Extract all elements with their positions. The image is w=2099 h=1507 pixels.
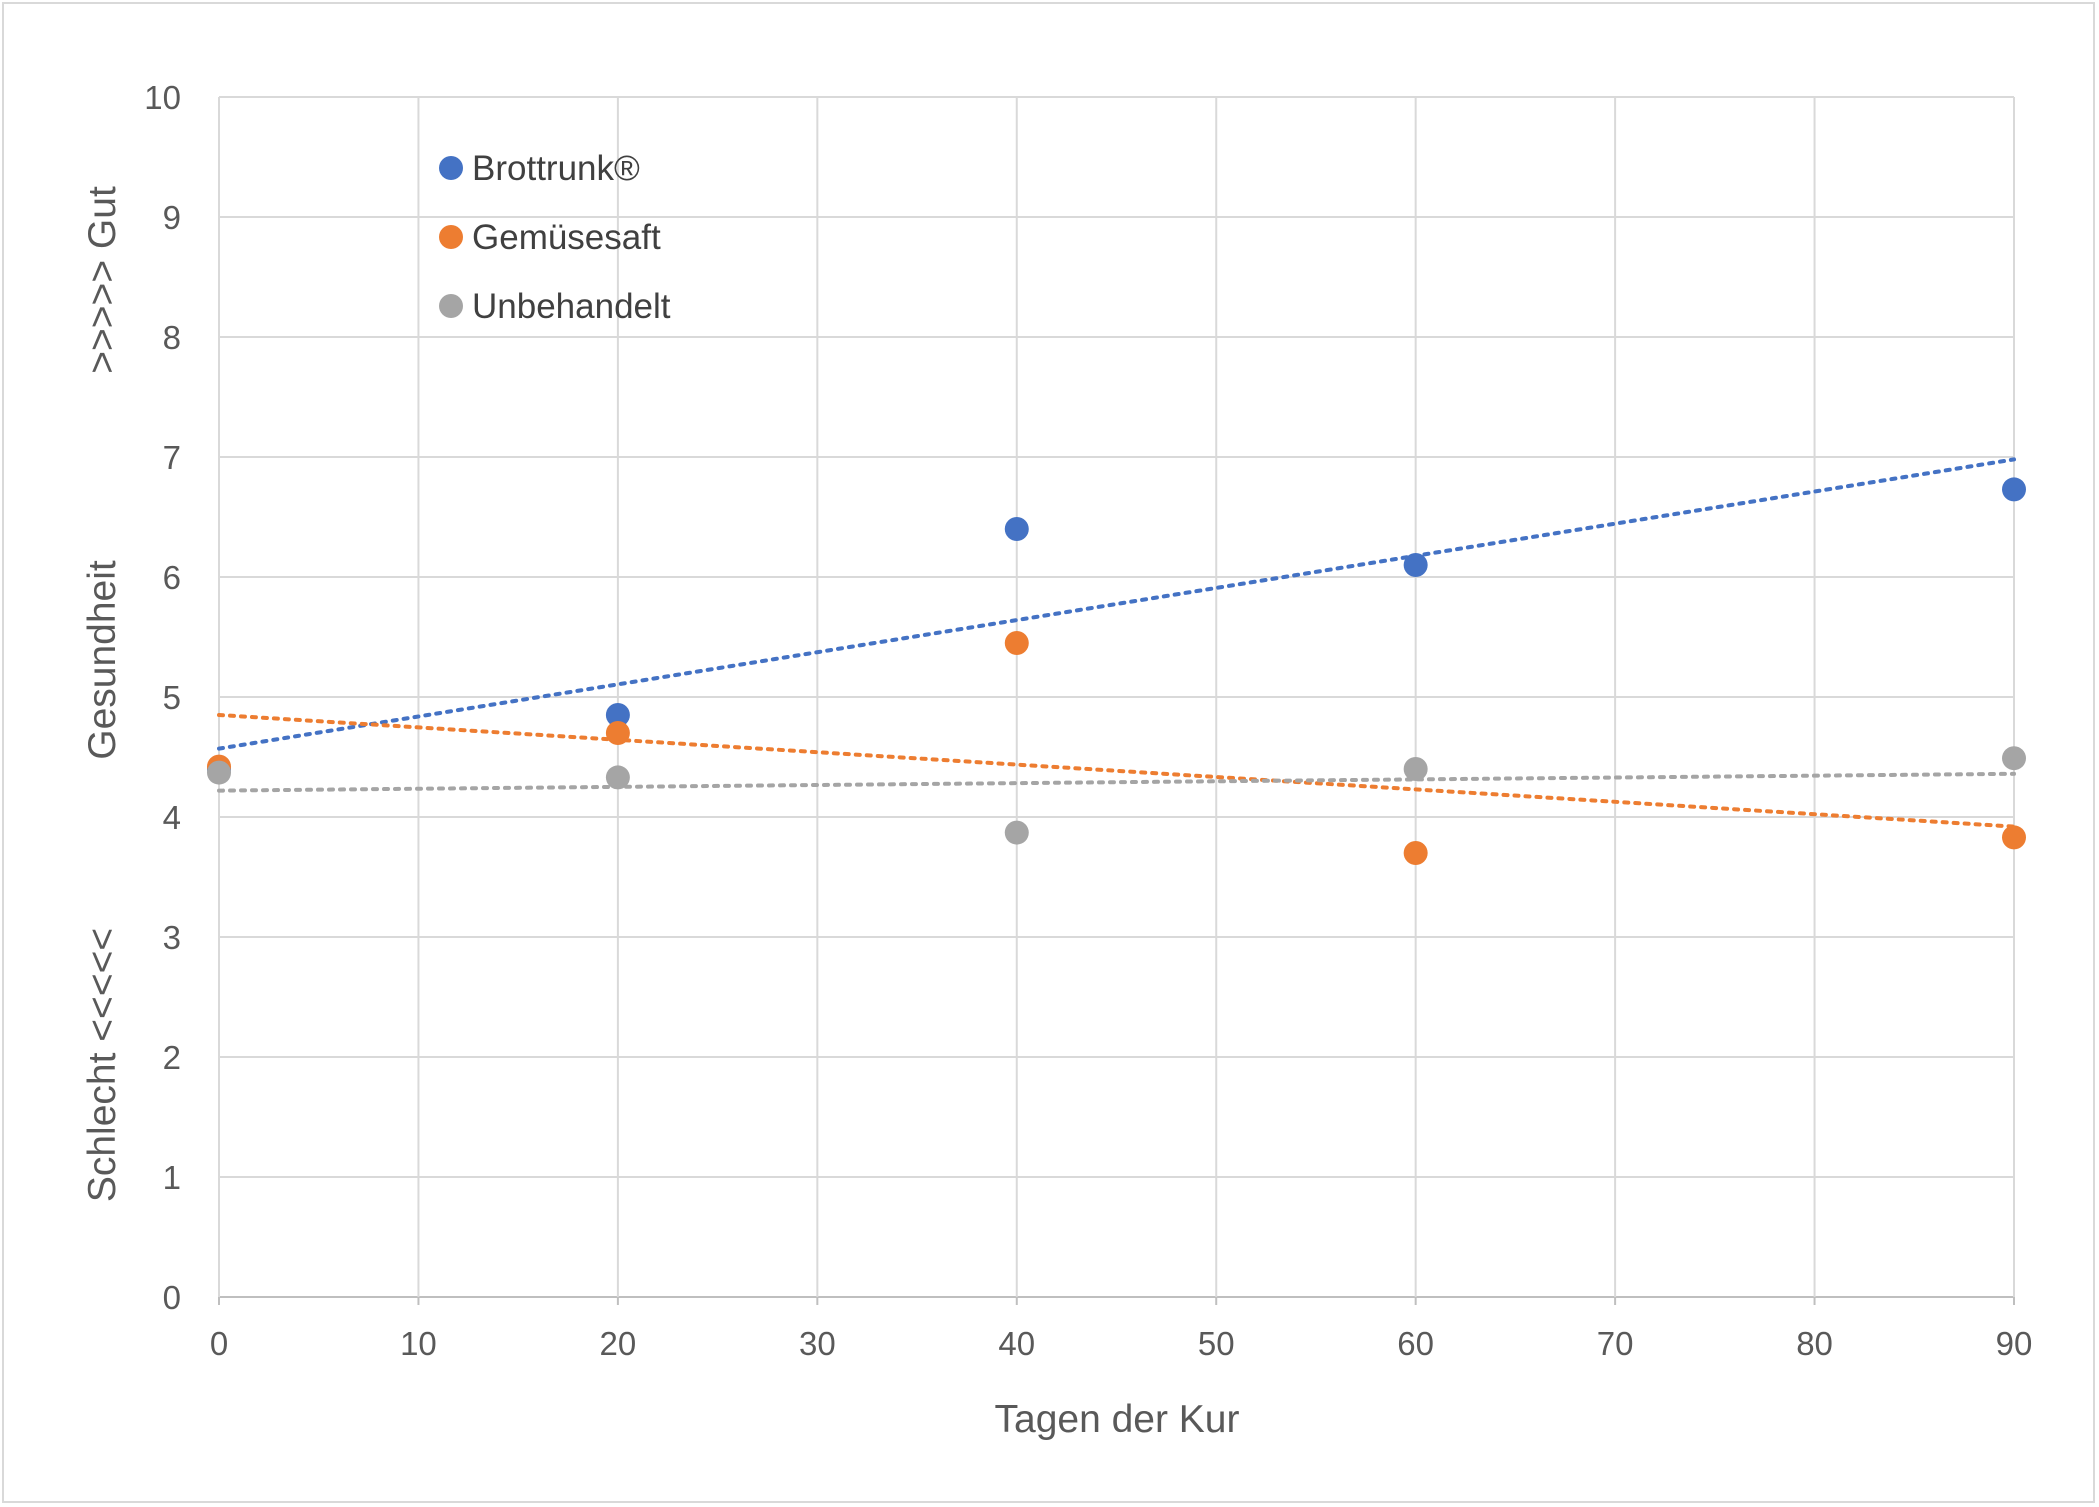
trendline xyxy=(217,713,2016,829)
y-axis-title-top: >>>>> Gut xyxy=(81,186,124,374)
data-point xyxy=(2002,825,2026,850)
legend-label: Unbehandelt xyxy=(472,287,671,326)
y-tick-label: 8 xyxy=(163,319,181,356)
data-point xyxy=(1004,820,1029,845)
x-tick-label: 20 xyxy=(600,1325,637,1362)
x-tick-label: 80 xyxy=(1796,1325,1833,1362)
y-axis-title: >>>>> Gut Gesundheit Schlecht <<<<< xyxy=(81,186,124,1202)
trendline xyxy=(217,771,2016,793)
y-tick-label: 2 xyxy=(163,1039,181,1076)
legend-marker xyxy=(439,225,463,249)
x-axis-title: Tagen der Kur xyxy=(995,1398,1240,1441)
x-tick-label: 30 xyxy=(799,1325,836,1362)
y-tick-label: 7 xyxy=(163,439,181,476)
legend-marker xyxy=(439,294,463,318)
x-tick-label: 10 xyxy=(400,1325,437,1362)
trendlines xyxy=(217,457,2016,829)
y-axis-title-middle: Gesundheit xyxy=(81,560,124,760)
x-tick-label: 60 xyxy=(1397,1325,1434,1362)
data-point xyxy=(1004,517,1029,541)
data-point xyxy=(1004,631,1029,655)
y-tick-label: 1 xyxy=(163,1159,181,1196)
data-point xyxy=(207,760,231,785)
x-tick-label: 50 xyxy=(1198,1325,1235,1362)
x-tick-label: 0 xyxy=(210,1325,228,1362)
data-point xyxy=(1403,757,1428,781)
x-tick-labels: 0 10 20 30 40 50 60 70 80 90 xyxy=(210,1325,2033,1362)
data-points xyxy=(207,477,2026,865)
data-point xyxy=(2002,477,2026,502)
y-tick-labels: 0 1 2 3 4 5 6 7 8 9 10 xyxy=(144,79,181,1316)
data-point xyxy=(1403,841,1428,865)
legend-label: Gemüsesaft xyxy=(472,218,661,257)
y-tick-label: 9 xyxy=(163,199,181,236)
y-tick-label: 6 xyxy=(163,559,181,596)
legend: Brottrunk® Gemüsesaft Unbehandelt xyxy=(439,149,671,326)
data-point xyxy=(605,721,630,745)
y-tick-label: 3 xyxy=(163,919,181,956)
y-axis-title-bottom: Schlecht <<<<< xyxy=(81,928,124,1202)
x-tick-label: 70 xyxy=(1597,1325,1634,1362)
data-point xyxy=(1403,553,1428,577)
legend-marker xyxy=(439,156,463,180)
trendline xyxy=(217,457,2016,751)
y-tick-label: 0 xyxy=(163,1279,181,1316)
y-tick-label: 5 xyxy=(163,679,181,716)
data-point xyxy=(605,765,630,790)
legend-label: Brottrunk® xyxy=(472,149,640,188)
y-tick-label: 4 xyxy=(163,799,181,836)
x-tick-label: 90 xyxy=(1996,1325,2033,1362)
y-tick-label: 10 xyxy=(144,79,181,116)
data-point xyxy=(2002,746,2026,771)
x-tick-label: 40 xyxy=(998,1325,1035,1362)
gridlines xyxy=(218,96,2015,1305)
data-point xyxy=(605,703,630,727)
